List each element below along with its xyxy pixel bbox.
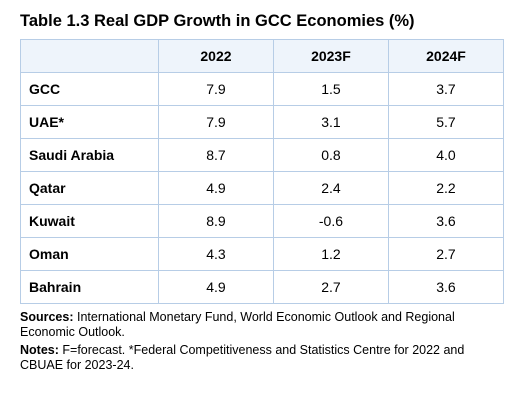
table-row: GCC 7.9 1.5 3.7 (20, 72, 505, 106)
value-cell: 4.9 (158, 270, 274, 304)
row-label: Oman (20, 237, 159, 271)
corner-cell (20, 39, 159, 73)
value-cell: 8.7 (158, 138, 274, 172)
table-row: UAE* 7.9 3.1 5.7 (20, 105, 505, 139)
table-body: GCC 7.9 1.5 3.7 UAE* 7.9 3.1 5.7 Saudi Arabia 8.7… (20, 72, 505, 304)
table-title: Table 1.3 Real GDP Growth in GCC Economi… (20, 12, 415, 30)
value-cell: 5.7 (387, 105, 505, 139)
notes-text: F=forecast. *Federal Competitiveness and… (20, 343, 465, 372)
row-label: Qatar (20, 171, 159, 205)
table-row: Bahrain 4.9 2.7 3.6 (20, 270, 505, 304)
header-row: 2022 2023F 2024F (20, 39, 505, 73)
notes: Notes: F=forecast. *Federal Competitiven… (20, 343, 490, 373)
value-cell: 2.4 (272, 171, 389, 205)
sources-text: International Monetary Fund, World Econo… (20, 310, 455, 339)
value-cell: 2.7 (272, 270, 389, 304)
value-cell: 4.0 (387, 138, 505, 172)
header-cell: 2023F (272, 39, 389, 73)
value-cell: 3.1 (272, 105, 389, 139)
table-row: Kuwait 8.9 -0.6 3.6 (20, 204, 505, 238)
value-cell: 1.2 (272, 237, 389, 271)
value-cell: 7.9 (158, 72, 274, 106)
value-cell: 1.5 (272, 72, 389, 106)
value-cell: 3.6 (387, 270, 505, 304)
table-row: Saudi Arabia 8.7 0.8 4.0 (20, 138, 505, 172)
value-cell: 8.9 (158, 204, 274, 238)
value-cell: 2.2 (387, 171, 505, 205)
value-cell: -0.6 (272, 204, 389, 238)
row-label: UAE* (20, 105, 159, 139)
table-row: Qatar 4.9 2.4 2.2 (20, 171, 505, 205)
value-cell: 4.3 (158, 237, 274, 271)
value-cell: 3.6 (387, 204, 505, 238)
row-label: Kuwait (20, 204, 159, 238)
sources: Sources: International Monetary Fund, Wo… (20, 310, 490, 340)
row-label: Bahrain (20, 270, 159, 304)
value-cell: 2.7 (387, 237, 505, 271)
sources-label: Sources: (20, 310, 74, 324)
row-label: GCC (20, 72, 159, 106)
header-cell: 2024F (387, 39, 505, 73)
row-label: Saudi Arabia (20, 138, 159, 172)
gdp-table: 2022 2023F 2024F GCC 7.9 1.5 3.7 UAE* 7.9 3.1 5.7… (20, 39, 505, 304)
value-cell: 0.8 (272, 138, 389, 172)
header-cell: 2022 (158, 39, 274, 73)
notes-label: Notes: (20, 343, 59, 357)
value-cell: 7.9 (158, 105, 274, 139)
table-row: Oman 4.3 1.2 2.7 (20, 237, 505, 271)
value-cell: 3.7 (387, 72, 505, 106)
value-cell: 4.9 (158, 171, 274, 205)
